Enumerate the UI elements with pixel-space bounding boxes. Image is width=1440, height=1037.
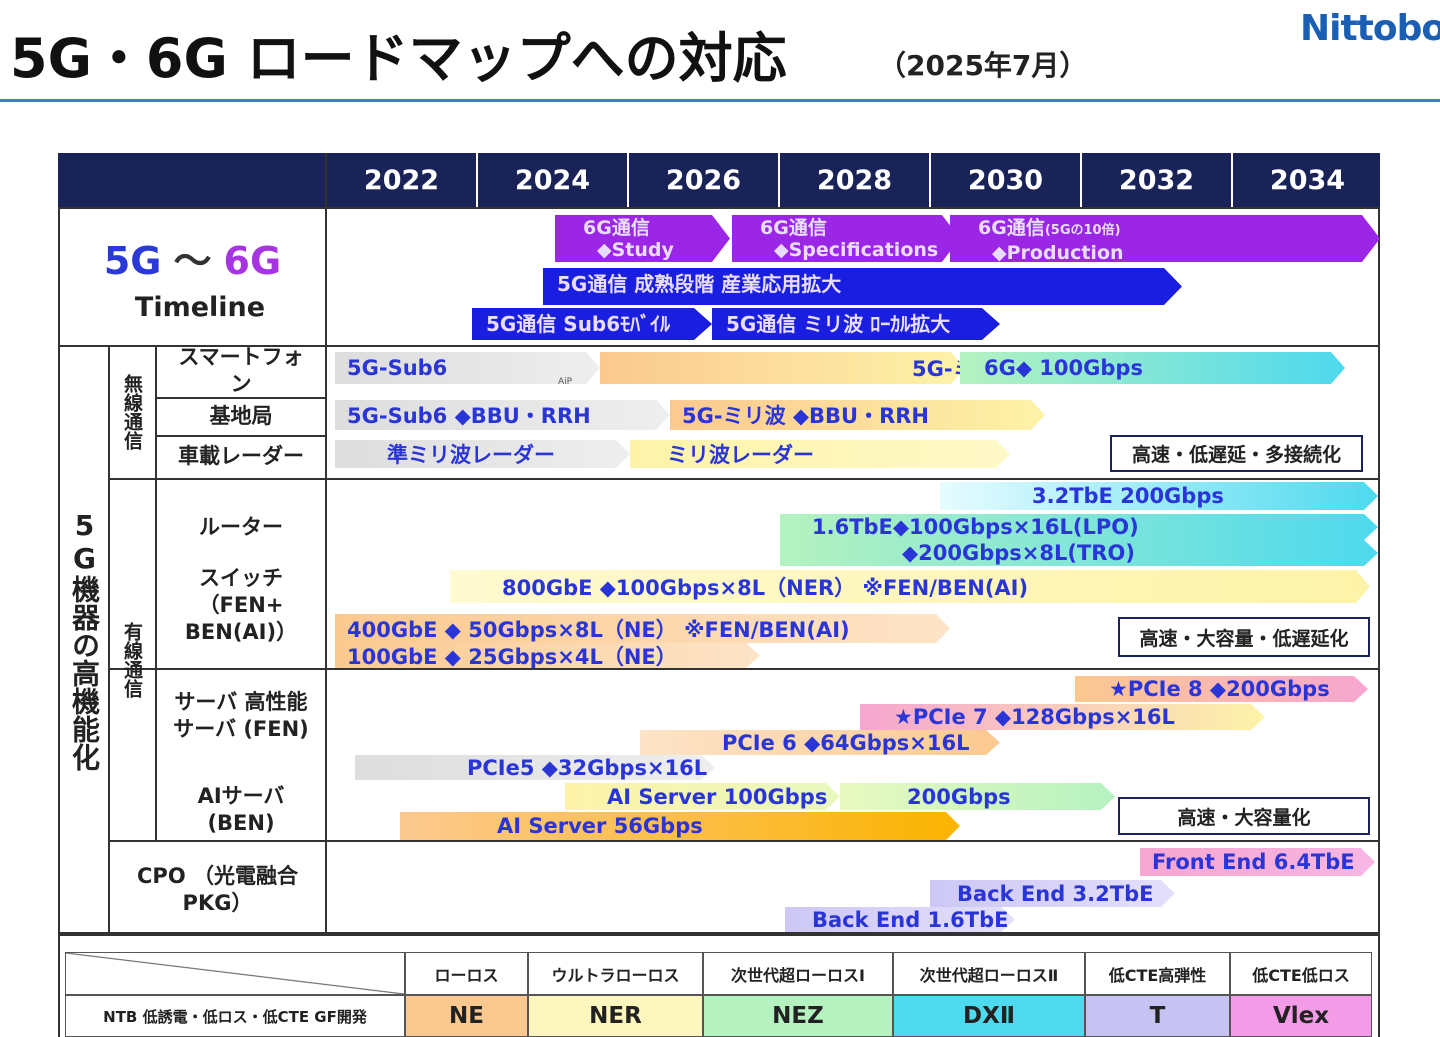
year-label: 2026 <box>627 153 778 207</box>
material-cell: T <box>1085 995 1230 1037</box>
grid-line <box>108 668 1380 670</box>
row-label: スイッチ（FEN+ BEN(AI)） <box>184 565 298 644</box>
bar: ★PCIe 8 ◆200Gbps <box>1075 676 1368 702</box>
arrow-text: 5G通信 Sub6ﾓﾊﾞｲﾙ <box>486 312 671 336</box>
row-label: AIサーバ (BEN) <box>197 784 285 835</box>
timeline-label: 5G ～ 6G <box>60 230 325 283</box>
group-label: 無線通信 <box>121 374 143 450</box>
timeline-arrow: 5G通信 ミリ波 ﾛｰｶﾙ拡大 <box>712 308 1000 340</box>
bar: ◆200Gbps×8L(TRO) <box>780 540 1378 566</box>
bar: 準ミリ波レーダー <box>335 440 630 468</box>
arrow-text: 6G通信 <box>978 217 1045 239</box>
bar: AI Server 56Gbps <box>400 812 960 840</box>
arrow-text: 5G通信 ミリ波 ﾛｰｶﾙ拡大 <box>726 312 951 336</box>
row-label: NTB 低誘電・低ロス・低CTE GF開発 <box>65 995 405 1037</box>
grid-line <box>155 345 157 840</box>
table-header: 次世代超ローロスⅠ <box>703 952 893 995</box>
grid-line <box>155 397 325 399</box>
timeline-arrow: 6G通信 ◆Study <box>555 215 730 262</box>
bar: ミリ波レーダー <box>630 440 1010 468</box>
arrow-text: 6G通信 <box>760 217 827 239</box>
table-header: ウルトラローロス <box>528 952 703 995</box>
group-label: 有線通信 <box>121 622 143 698</box>
row-label: CPO （光電融合PKG） <box>137 864 298 915</box>
bar: 400GbE ◆ 50Gbps×8L（NE） ※FEN/BEN(AI) <box>335 614 950 643</box>
row-label: スマートフォン <box>178 345 304 396</box>
bar: 800GbE ◆100Gbps×8L（NER） ※FEN/BEN(AI) <box>450 570 1370 603</box>
timeline-arrow: 5G通信 成熟段階 産業応用拡大 <box>543 268 1182 305</box>
arrow-text: ◆Specifications <box>774 239 939 261</box>
bar: Back End 3.2TbE <box>930 880 1175 907</box>
box: 高速・大容量化 <box>1118 797 1370 835</box>
bar: 3.2TbE 200Gbps <box>940 482 1378 510</box>
grid-line <box>108 478 1380 480</box>
timeline-arrow: 5G通信 Sub6ﾓﾊﾞｲﾙ <box>472 308 712 340</box>
arrow-text: 5G通信 成熟段階 産業応用拡大 <box>557 272 842 296</box>
title: 5G・6G ロードマップへの対応 <box>10 27 787 90</box>
arrow-text: ◆Study <box>597 239 674 261</box>
bar: ★PCIe 7 ◆128Gbps×16L <box>860 704 1265 730</box>
material-cell: NER <box>528 995 703 1037</box>
bar: 5G-ミリ波 ◆10Gbps(28GHz) <box>600 352 965 384</box>
material-cell: DXⅡ <box>893 995 1085 1037</box>
material-cell: NE <box>405 995 528 1037</box>
table-diag <box>65 952 405 995</box>
timeline-word: 6G <box>223 239 282 283</box>
timeline-word: 5G <box>103 239 162 283</box>
header-rule <box>0 99 1440 102</box>
year-label: 2028 <box>778 153 929 207</box>
timeline-arrow: 6G通信(5Gの10倍) ◆Production <box>950 215 1380 262</box>
bar: PCIe5 ◆32Gbps×16L <box>355 755 715 780</box>
material-cell: Vlex <box>1230 995 1372 1037</box>
row-label: 車載レーダー <box>178 444 304 468</box>
arrow-text: (5Gの10倍) <box>1044 223 1121 238</box>
table-header: 低CTE高弾性 <box>1085 952 1230 995</box>
bar: 200Gbps <box>840 783 1115 810</box>
grid-line <box>108 840 1380 842</box>
timeline-arrow: 6G通信 ◆Specifications <box>732 215 960 262</box>
year-label: 2034 <box>1231 153 1382 207</box>
bar: 6G◆ 100Gbps <box>960 352 1345 384</box>
timeline-sub: Timeline <box>134 292 266 323</box>
year-label: 2032 <box>1080 153 1231 207</box>
row-label: サーバ 高性能サーバ (FEN) <box>173 690 309 741</box>
bar: 5G-Sub6 ◆BBU・RRH <box>335 400 670 430</box>
bar: Front End 6.4TbE <box>1140 848 1375 876</box>
row-label: 基地局 <box>209 403 273 428</box>
table-header: 低CTE低ロス <box>1230 952 1372 995</box>
arrow-text: 6G通信 <box>583 217 650 239</box>
table-frame <box>58 934 1380 1037</box>
bar: PCIe 6 ◆64Gbps×16L <box>640 730 1000 755</box>
timeline-word: ～ <box>173 239 212 283</box>
table-header: ローロス <box>405 952 528 995</box>
bar: Back End 1.6TbE <box>785 907 1015 932</box>
year-label: 2030 <box>929 153 1080 207</box>
grid-line <box>155 435 325 437</box>
group-label: 5G機器の高機能化 <box>68 508 101 771</box>
bar: AI Server 100Gbps <box>565 783 840 810</box>
grid-line <box>108 345 110 934</box>
table-header: 次世代超ローロスⅡ <box>893 952 1085 995</box>
bar: 5G-Sub6 <box>335 352 600 384</box>
year-label: 2022 <box>325 153 476 207</box>
roadmap-frame <box>58 207 1380 934</box>
year-band <box>58 153 1380 207</box>
material-cell: NEZ <box>703 995 893 1037</box>
logo: Nittobo <box>1300 8 1440 49</box>
arrow-text: ◆Production <box>992 242 1124 264</box>
date: （2025年7月） <box>878 49 1088 82</box>
grid-line <box>325 153 327 934</box>
bar: 5G-ミリ波 ◆BBU・RRH <box>670 400 1045 430</box>
row-label: ルーター <box>199 515 283 539</box>
grid-line <box>58 345 1380 347</box>
box: 高速・低遅延・多接続化 <box>1110 435 1363 472</box>
box: 高速・大容量・低遅延化 <box>1118 617 1370 657</box>
bar: 100GbE ◆ 25Gbps×4L（NE） <box>335 643 760 668</box>
year-label: 2024 <box>476 153 627 207</box>
bar: 1.6TbE◆100Gbps×16L(LPO) <box>780 514 1378 540</box>
annotation: AiP <box>558 377 573 387</box>
